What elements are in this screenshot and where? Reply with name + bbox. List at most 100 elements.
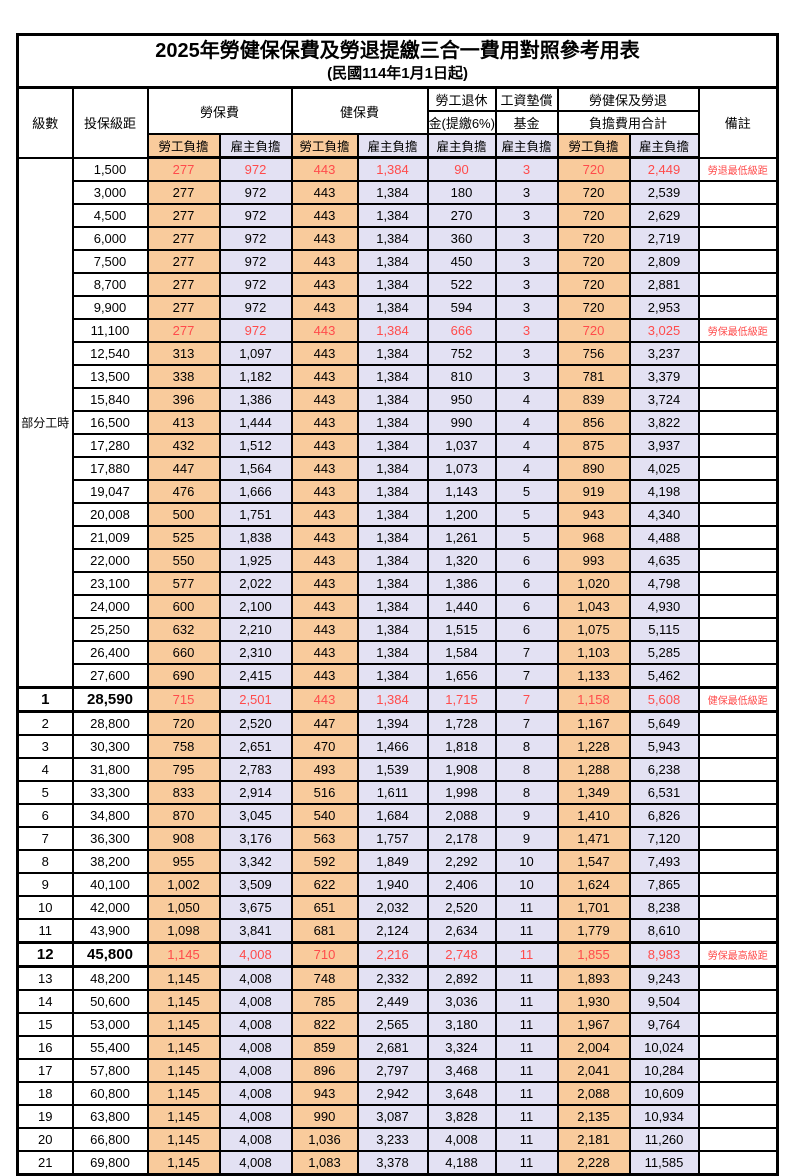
cell-level: 18 bbox=[16, 1081, 74, 1106]
cell-health-employer: 1,384 bbox=[356, 226, 429, 251]
cell-health-worker: 443 bbox=[290, 249, 359, 274]
cell-total-employer: 4,025 bbox=[628, 456, 700, 481]
cell-level: 7 bbox=[16, 826, 74, 851]
cell-labor-worker: 313 bbox=[146, 341, 221, 366]
cell-bracket: 38,200 bbox=[71, 849, 149, 874]
cell-health-worker: 540 bbox=[290, 803, 359, 828]
cell-total-employer: 4,488 bbox=[628, 525, 700, 550]
cell-health-worker: 651 bbox=[290, 895, 359, 920]
cell-wage-fund-employer: 5 bbox=[494, 525, 559, 550]
cell-level: 3 bbox=[16, 734, 74, 759]
cell-health-employer: 1,539 bbox=[356, 757, 429, 782]
cell-labor-worker: 758 bbox=[146, 734, 221, 759]
cell-pension-employer: 3,036 bbox=[426, 989, 497, 1014]
cell-wage-fund-employer: 9 bbox=[494, 826, 559, 851]
cell-health-employer: 3,087 bbox=[356, 1104, 429, 1129]
cell-total-employer: 4,635 bbox=[628, 548, 700, 573]
cell-labor-worker: 1,145 bbox=[146, 1012, 221, 1037]
cell-wage-fund-employer: 3 bbox=[494, 272, 559, 297]
cell-labor-employer: 4,008 bbox=[218, 941, 293, 968]
cell-remark bbox=[697, 295, 779, 320]
cell-remark bbox=[697, 1127, 779, 1152]
cell-labor-worker: 277 bbox=[146, 203, 221, 228]
cell-health-worker: 443 bbox=[290, 525, 359, 550]
cell-labor-worker: 338 bbox=[146, 364, 221, 389]
cell-total-worker: 1,893 bbox=[556, 965, 631, 991]
cell-wage-fund-employer: 3 bbox=[494, 318, 559, 343]
subheader-wage-fund-employer: 雇主負擔 bbox=[494, 133, 559, 159]
cell-labor-employer: 2,651 bbox=[218, 734, 293, 759]
cell-health-employer: 1,384 bbox=[356, 180, 429, 205]
cell-total-employer: 4,798 bbox=[628, 571, 700, 596]
cell-health-worker: 443 bbox=[290, 456, 359, 481]
cell-health-worker: 822 bbox=[290, 1012, 359, 1037]
cell-bracket: 19,047 bbox=[71, 479, 149, 504]
cell-level: 19 bbox=[16, 1104, 74, 1129]
cell-wage-fund-employer: 8 bbox=[494, 757, 559, 782]
cell-pension-employer: 666 bbox=[426, 318, 497, 343]
cell-health-employer: 1,384 bbox=[356, 156, 429, 182]
cell-total-worker: 1,779 bbox=[556, 918, 631, 944]
cell-health-employer: 1,384 bbox=[356, 640, 429, 665]
cell-labor-worker: 277 bbox=[146, 318, 221, 343]
cell-pension-employer: 1,440 bbox=[426, 594, 497, 619]
subheader-labor-employer: 雇主負擔 bbox=[218, 133, 293, 159]
cell-total-worker: 1,967 bbox=[556, 1012, 631, 1037]
cell-pension-employer: 3,324 bbox=[426, 1035, 497, 1060]
col-header-wage-fund-line1: 工資墊償 bbox=[494, 86, 559, 112]
cell-health-worker: 443 bbox=[290, 548, 359, 573]
cell-wage-fund-employer: 7 bbox=[494, 686, 559, 713]
table-row: 24,000 600 2,100 443 1,384 1,440 6 1,043… bbox=[18, 594, 779, 619]
cell-bracket: 24,000 bbox=[71, 594, 149, 619]
table-row: 5 33,300 833 2,914 516 1,611 1,998 8 1,3… bbox=[16, 780, 779, 805]
cell-labor-worker: 1,145 bbox=[146, 941, 221, 968]
cell-labor-employer: 4,008 bbox=[218, 1081, 293, 1106]
cell-labor-worker: 413 bbox=[146, 410, 221, 435]
cell-health-worker: 563 bbox=[290, 826, 359, 851]
cell-health-worker: 443 bbox=[290, 410, 359, 435]
cell-bracket: 22,000 bbox=[71, 548, 149, 573]
cell-health-employer: 1,611 bbox=[356, 780, 429, 805]
cell-health-employer: 1,384 bbox=[356, 295, 429, 320]
cell-total-employer: 6,826 bbox=[628, 803, 700, 828]
col-header-level: 級數 bbox=[16, 86, 74, 159]
table-row: 18 60,800 1,145 4,008 943 2,942 3,648 11… bbox=[16, 1081, 779, 1106]
cell-pension-employer: 3,468 bbox=[426, 1058, 497, 1083]
cell-total-employer: 6,238 bbox=[628, 757, 700, 782]
col-header-bracket: 投保級距 bbox=[71, 86, 149, 159]
fee-reference-table: 2025年勞健保保費及勞退提繳三合一費用對照參考用表 (民國114年1月1日起)… bbox=[16, 33, 780, 1176]
cell-labor-employer: 1,925 bbox=[218, 548, 293, 573]
cell-health-worker: 443 bbox=[290, 502, 359, 527]
cell-health-employer: 1,384 bbox=[356, 571, 429, 596]
cell-level: 21 bbox=[16, 1150, 74, 1176]
cell-total-employer: 5,943 bbox=[628, 734, 700, 759]
cell-bracket: 57,800 bbox=[71, 1058, 149, 1083]
cell-health-worker: 443 bbox=[290, 180, 359, 205]
cell-labor-worker: 870 bbox=[146, 803, 221, 828]
cell-remark bbox=[697, 479, 779, 504]
cell-health-employer: 1,384 bbox=[356, 525, 429, 550]
cell-level: 4 bbox=[16, 757, 74, 782]
table-row: 16 55,400 1,145 4,008 859 2,681 3,324 11… bbox=[16, 1035, 779, 1060]
cell-labor-employer: 972 bbox=[218, 180, 293, 205]
cell-bracket: 27,600 bbox=[71, 663, 149, 689]
cell-health-worker: 443 bbox=[290, 387, 359, 412]
cell-health-employer: 1,384 bbox=[356, 433, 429, 458]
cell-labor-employer: 972 bbox=[218, 295, 293, 320]
cell-pension-employer: 752 bbox=[426, 341, 497, 366]
table-row: 8 38,200 955 3,342 592 1,849 2,292 10 1,… bbox=[16, 849, 779, 874]
cell-health-worker: 443 bbox=[290, 156, 359, 182]
cell-health-worker: 443 bbox=[290, 640, 359, 665]
table-row: 9,900 277 972 443 1,384 594 3 720 2,953 bbox=[18, 295, 779, 320]
cell-bracket: 30,300 bbox=[71, 734, 149, 759]
cell-wage-fund-employer: 6 bbox=[494, 548, 559, 573]
cell-total-worker: 720 bbox=[556, 226, 631, 251]
cell-remark bbox=[697, 571, 779, 596]
cell-labor-worker: 1,145 bbox=[146, 989, 221, 1014]
table-row: 14 50,600 1,145 4,008 785 2,449 3,036 11… bbox=[16, 989, 779, 1014]
cell-wage-fund-employer: 11 bbox=[494, 1012, 559, 1037]
cell-remark bbox=[697, 456, 779, 481]
cell-health-employer: 2,332 bbox=[356, 965, 429, 991]
cell-total-employer: 3,724 bbox=[628, 387, 700, 412]
cell-total-employer: 3,237 bbox=[628, 341, 700, 366]
